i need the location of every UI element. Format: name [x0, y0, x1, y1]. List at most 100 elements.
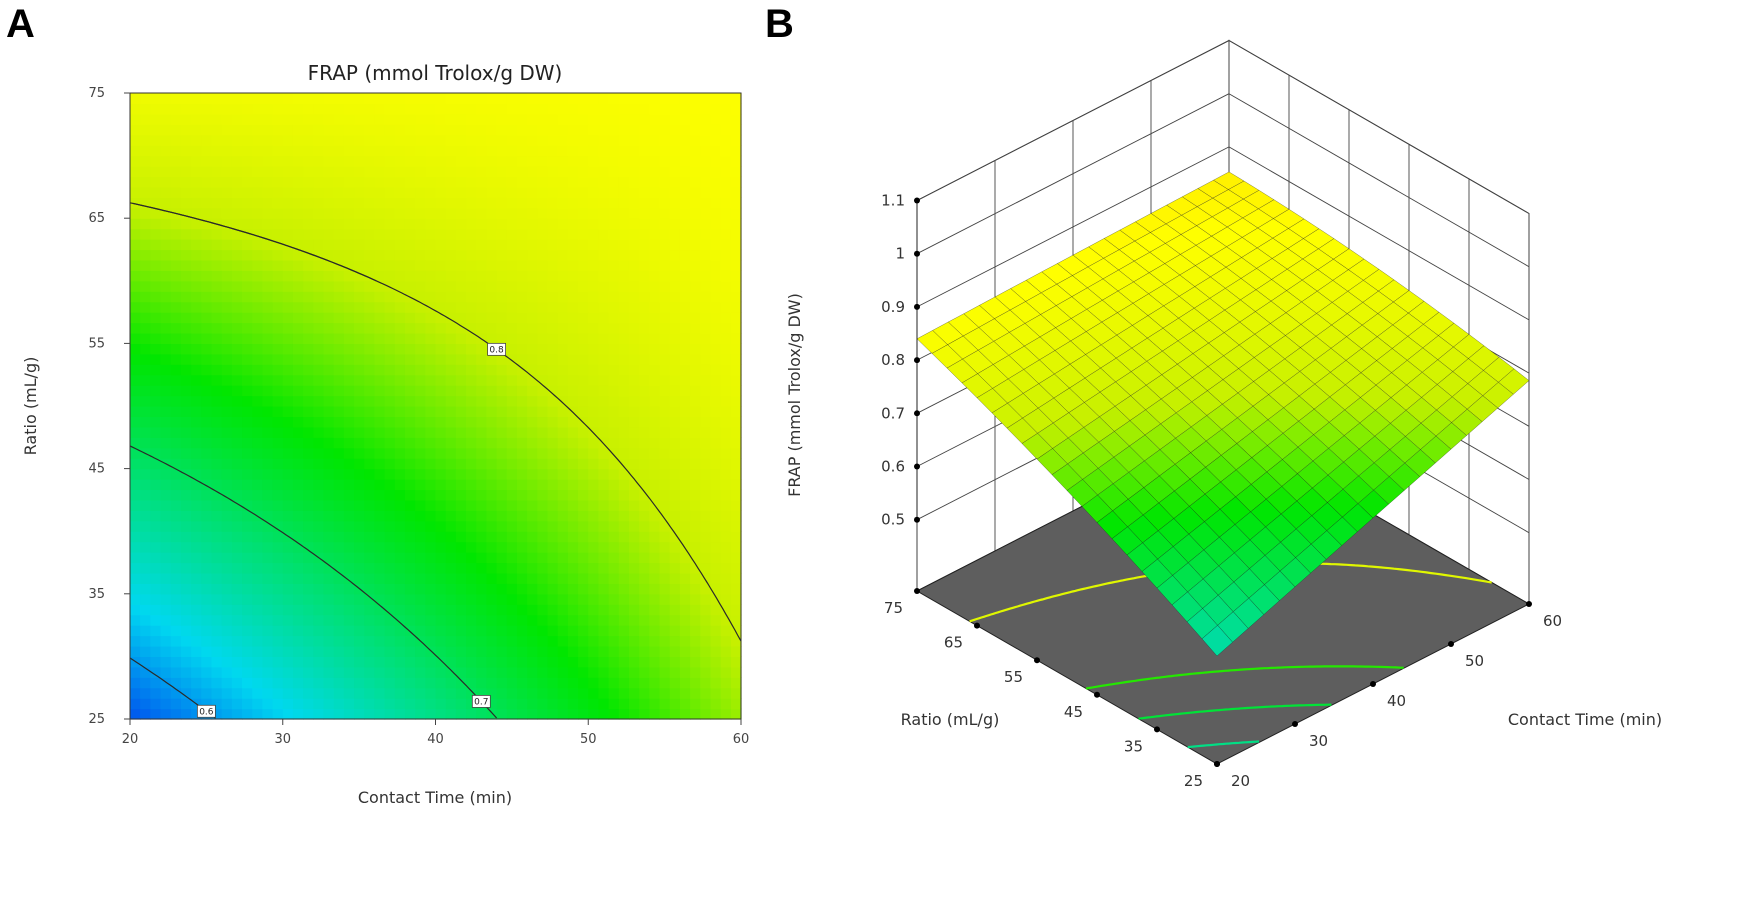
heat-cell — [262, 343, 274, 355]
heat-cell — [455, 499, 467, 511]
heat-cell — [720, 186, 732, 198]
heat-cell — [272, 93, 284, 105]
heat-cell — [547, 301, 559, 313]
heat-cell — [588, 572, 600, 584]
contour-label-0.7: 0.7 — [474, 698, 488, 708]
heat-cell — [455, 687, 467, 699]
heat-cell — [262, 312, 274, 324]
heat-cell — [588, 280, 600, 292]
heat-cell — [710, 93, 722, 105]
heat-cell — [303, 635, 314, 647]
heat-cell — [506, 332, 518, 344]
heat-cell — [578, 207, 589, 219]
heat-cell — [537, 458, 549, 470]
heat-cell — [384, 186, 396, 198]
heat-cell — [252, 416, 263, 428]
heat-cell — [354, 385, 365, 397]
heat-cell — [557, 583, 569, 595]
heat-cell — [394, 322, 406, 334]
heat-cell — [292, 249, 304, 261]
heat-cell — [557, 103, 569, 115]
heat-cell — [567, 583, 579, 595]
heat-cell — [130, 93, 141, 105]
heat-cell — [649, 395, 661, 407]
heat-cell — [343, 635, 355, 647]
heat-cell — [364, 374, 375, 386]
heat-cell — [425, 322, 437, 334]
heat-cell — [140, 228, 151, 240]
heat-cell — [221, 510, 233, 522]
heat-cell — [730, 416, 742, 428]
heat-cell — [394, 572, 406, 584]
heat-cell — [506, 499, 518, 511]
heat-cell — [191, 249, 202, 261]
heat-cell — [384, 155, 396, 167]
heat-cell — [415, 364, 426, 376]
heat-cell — [557, 239, 569, 251]
heat-cell — [710, 364, 722, 376]
surface-plot: 0.50.60.70.80.911.1203040506025354555657… — [785, 39, 1662, 790]
heat-cell — [730, 552, 742, 564]
heat-cell — [516, 458, 528, 470]
heat-cell — [730, 708, 742, 720]
heat-cell — [476, 207, 488, 219]
heat-cell — [669, 510, 681, 522]
heat-cell — [435, 270, 447, 282]
heat-cell — [598, 259, 610, 271]
heat-cell — [252, 113, 263, 125]
heat-cell — [130, 531, 141, 543]
heat-cell — [476, 426, 488, 438]
heat-cell — [201, 416, 213, 428]
heat-cell — [628, 479, 640, 491]
heat-cell — [720, 103, 732, 115]
heat-cell — [170, 458, 182, 470]
heat-cell — [364, 562, 375, 574]
heat-cell — [598, 625, 610, 637]
heat-cell — [659, 218, 671, 230]
heat-cell — [272, 364, 284, 376]
heat-cell — [191, 593, 202, 605]
heat-cell — [252, 656, 263, 668]
heat-cell — [150, 687, 162, 699]
heat-cell — [415, 614, 426, 626]
heat-cell — [679, 499, 691, 511]
heat-cell — [180, 552, 192, 564]
heat-cell — [170, 666, 182, 678]
heat-cell — [578, 166, 589, 178]
heat-cell — [292, 447, 304, 459]
heat-cell — [496, 656, 508, 668]
heat-cell — [303, 593, 314, 605]
heat-cell — [639, 645, 650, 657]
heat-cell — [160, 499, 172, 511]
heat-cell — [557, 406, 569, 418]
heat-cell — [191, 134, 202, 146]
heat-cell — [476, 510, 488, 522]
heat-cell — [628, 625, 640, 637]
heat-cell — [730, 155, 742, 167]
heat-cell — [720, 301, 732, 313]
heat-cell — [262, 552, 274, 564]
heat-cell — [425, 437, 437, 449]
heat-cell — [425, 155, 437, 167]
heat-cell — [659, 332, 671, 344]
heat-cell — [140, 280, 151, 292]
heat-cell — [730, 499, 742, 511]
heat-cell — [476, 499, 488, 511]
heat-cell — [252, 489, 263, 501]
heat-cell — [557, 426, 569, 438]
heat-cell — [343, 197, 355, 209]
heat-cell — [649, 531, 661, 543]
heat-cell — [527, 426, 538, 438]
heat-cell — [639, 176, 650, 188]
heat-cell — [649, 353, 661, 365]
heat-cell — [303, 312, 314, 324]
heat-cell — [323, 395, 335, 407]
heat-cell — [649, 489, 661, 501]
heat-cell — [710, 385, 722, 397]
heat-cell — [231, 291, 243, 303]
heat-cell — [639, 437, 650, 449]
heat-cell — [231, 552, 243, 564]
heat-cell — [303, 93, 314, 105]
heat-cell — [679, 604, 691, 616]
heat-cell — [221, 239, 233, 251]
